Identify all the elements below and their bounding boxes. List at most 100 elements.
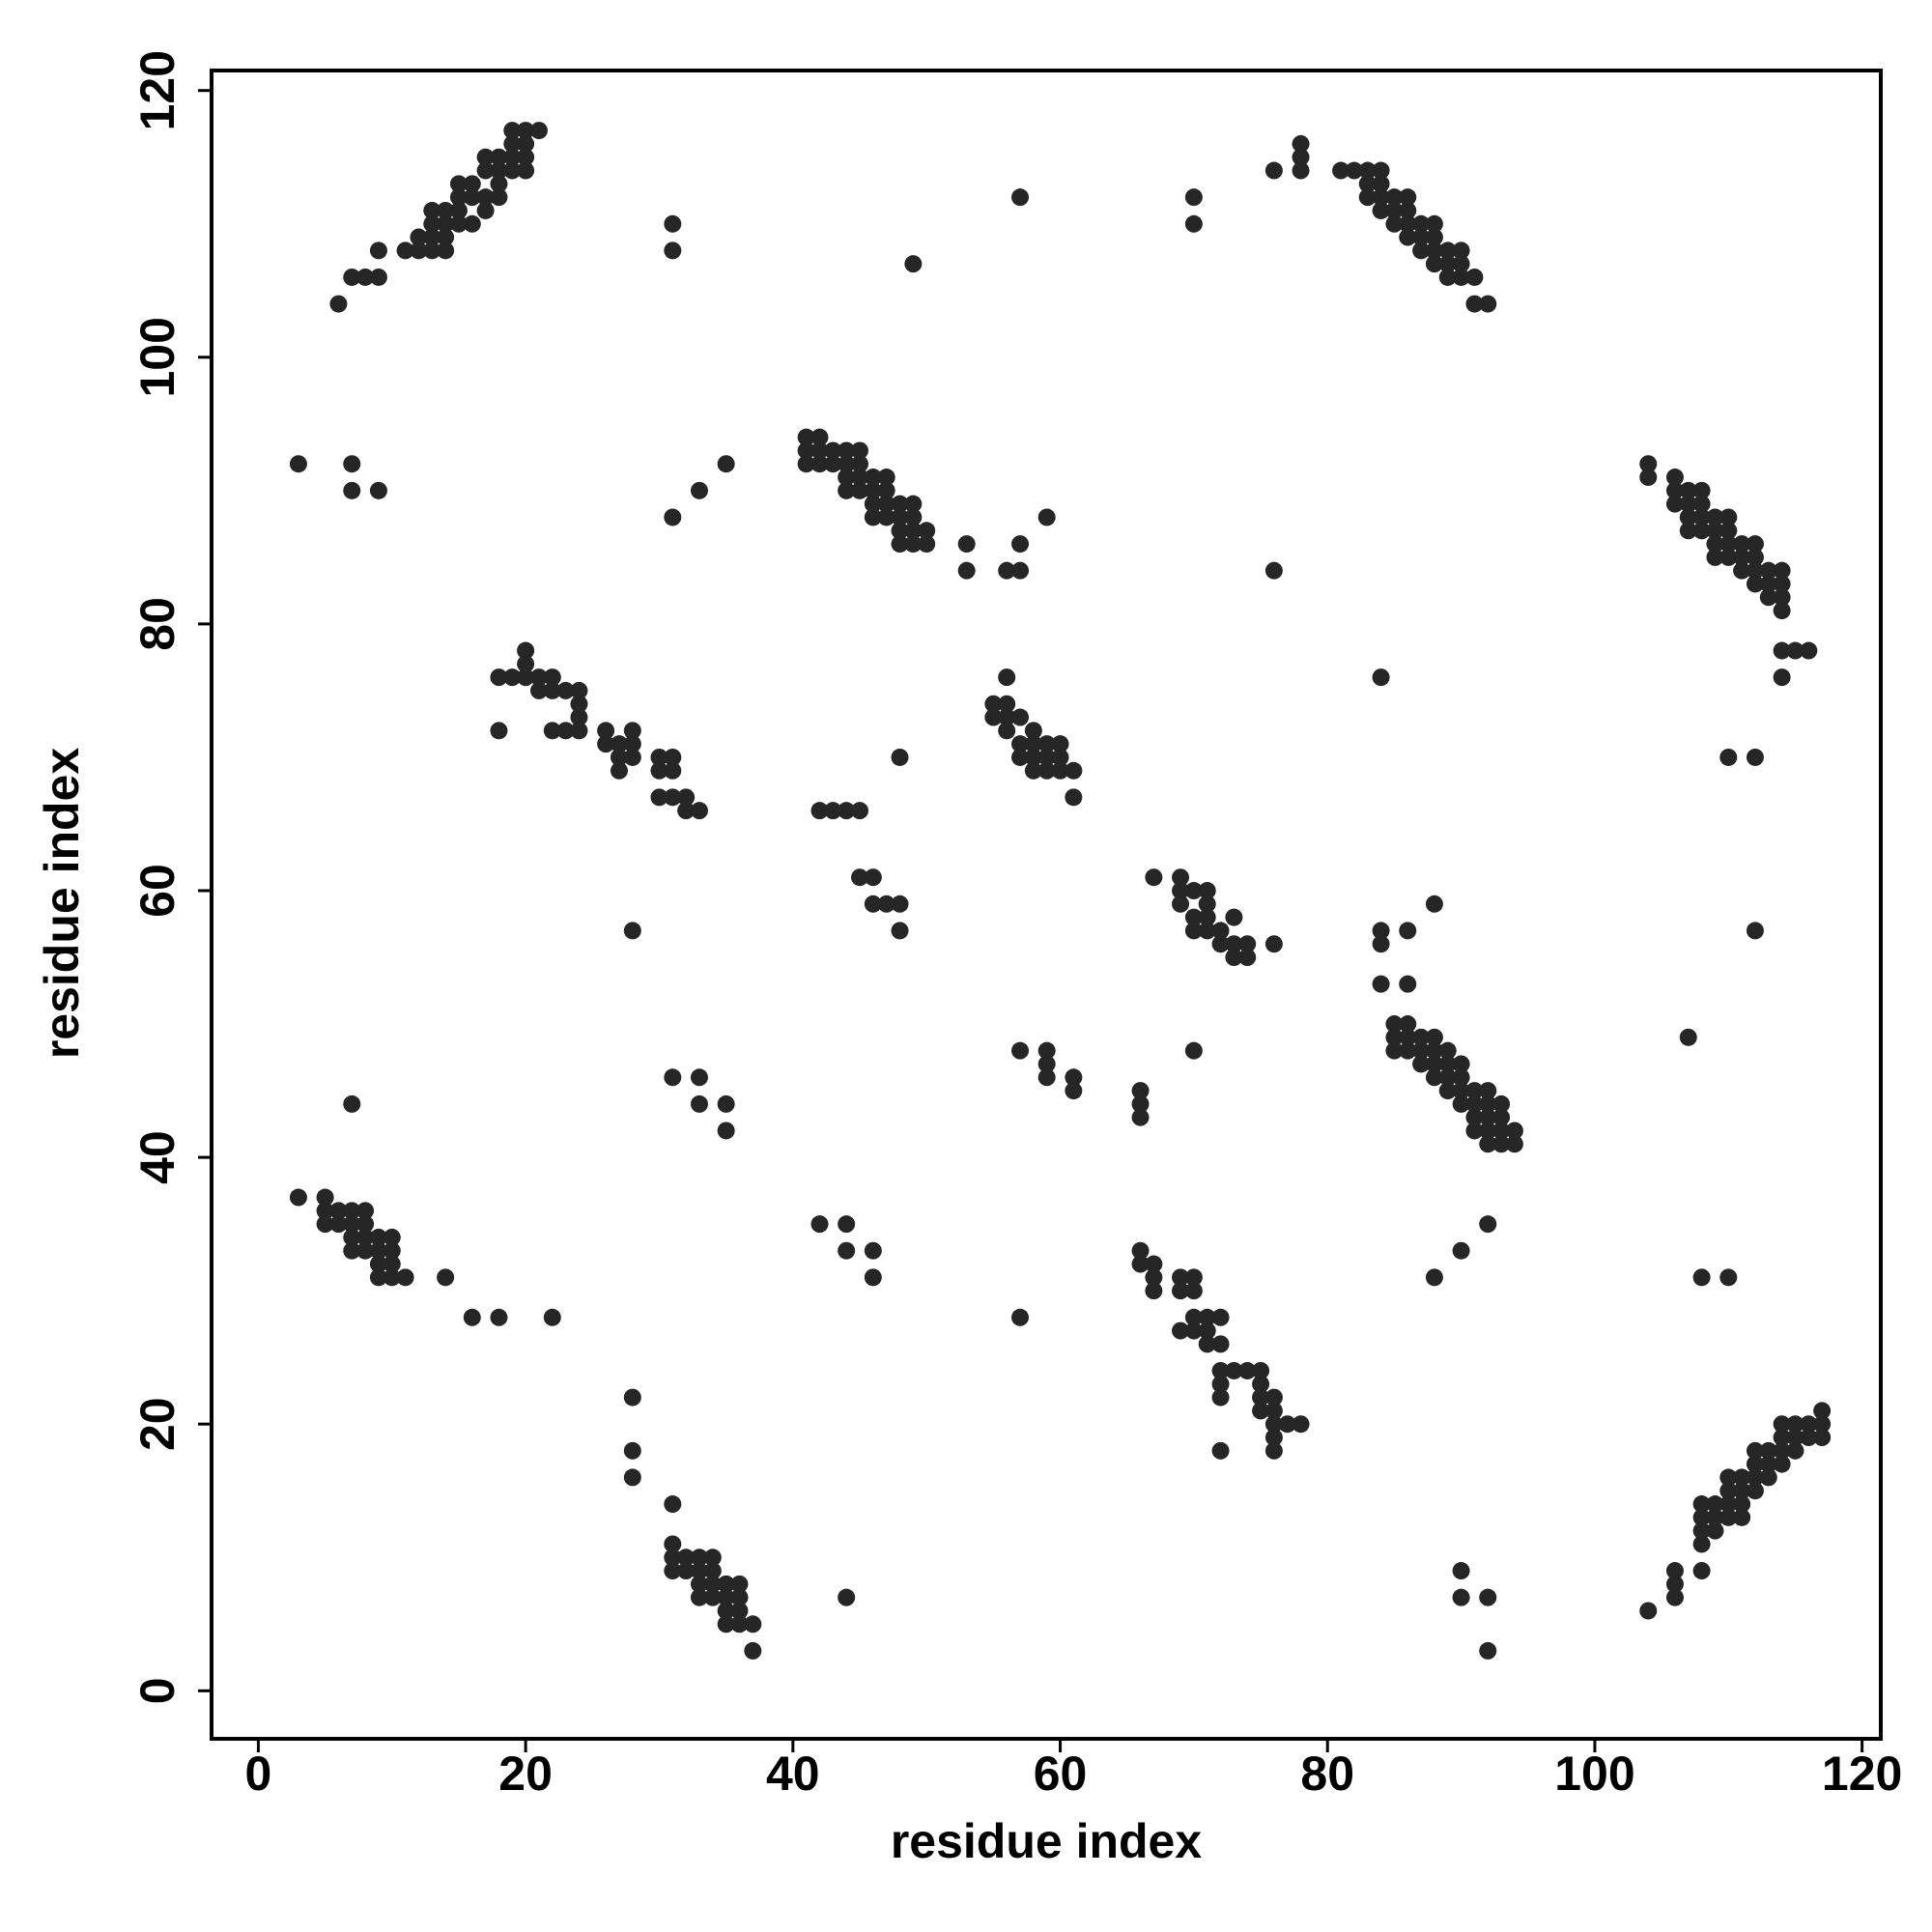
- point: [730, 1602, 749, 1620]
- point: [998, 668, 1016, 687]
- point: [1452, 1082, 1470, 1100]
- point: [1665, 1588, 1684, 1606]
- point: [1358, 175, 1377, 193]
- point: [610, 748, 628, 766]
- point: [529, 681, 548, 699]
- point: [1332, 161, 1350, 180]
- point: [998, 708, 1016, 726]
- point: [1706, 1508, 1724, 1526]
- point: [797, 428, 815, 446]
- point: [1238, 949, 1257, 967]
- point: [1211, 1388, 1230, 1406]
- point: [1465, 1082, 1484, 1100]
- point: [1037, 761, 1056, 780]
- point: [650, 748, 668, 766]
- point: [517, 122, 535, 140]
- point: [343, 455, 361, 473]
- point: [1065, 1082, 1083, 1100]
- point: [1492, 1108, 1511, 1126]
- point: [717, 1122, 735, 1140]
- point: [1037, 508, 1056, 526]
- point: [529, 122, 548, 140]
- point: [904, 495, 923, 513]
- point: [1438, 1068, 1457, 1087]
- point: [677, 1562, 696, 1580]
- point: [529, 668, 548, 687]
- point: [877, 469, 895, 487]
- point: [1692, 1535, 1711, 1553]
- point: [1692, 481, 1711, 499]
- point: [1786, 1415, 1804, 1434]
- point: [517, 655, 535, 673]
- point: [1746, 1482, 1764, 1500]
- point: [1372, 188, 1390, 207]
- point: [1800, 1429, 1818, 1447]
- point: [1011, 708, 1030, 726]
- point: [437, 242, 455, 260]
- point: [356, 1228, 375, 1246]
- point: [1465, 1108, 1484, 1126]
- point: [1425, 228, 1443, 246]
- point: [664, 1548, 682, 1567]
- point: [343, 1241, 361, 1260]
- point: [851, 868, 869, 887]
- point: [717, 1588, 735, 1606]
- point: [984, 708, 1003, 726]
- point: [423, 242, 441, 260]
- point: [410, 242, 428, 260]
- point: [476, 201, 495, 219]
- point: [1733, 561, 1751, 580]
- point: [1746, 561, 1764, 580]
- point: [703, 1548, 722, 1567]
- point: [1692, 522, 1711, 540]
- point: [703, 1575, 722, 1593]
- point: [329, 1215, 348, 1234]
- point: [664, 761, 682, 780]
- point: [1438, 255, 1457, 273]
- point: [1492, 1094, 1511, 1113]
- point: [1145, 1282, 1163, 1300]
- point: [490, 161, 508, 180]
- point: [1211, 1308, 1230, 1326]
- point: [1773, 1441, 1791, 1460]
- point: [1037, 1055, 1056, 1073]
- point: [1719, 1482, 1738, 1500]
- point: [517, 668, 535, 687]
- point: [1037, 748, 1056, 766]
- point: [1665, 481, 1684, 499]
- point: [1399, 922, 1417, 940]
- point: [918, 535, 936, 554]
- point: [623, 1388, 641, 1406]
- point: [1037, 1068, 1056, 1087]
- point: [1372, 935, 1390, 953]
- point: [623, 748, 641, 766]
- point: [1399, 975, 1417, 993]
- point: [1719, 535, 1738, 554]
- point: [904, 508, 923, 526]
- point: [664, 242, 682, 260]
- point: [383, 1268, 401, 1287]
- point: [891, 495, 909, 513]
- point: [1479, 1588, 1497, 1606]
- point: [957, 561, 976, 580]
- plot-frame: [210, 69, 1883, 1741]
- point: [449, 201, 468, 219]
- point: [437, 228, 455, 246]
- point: [1452, 268, 1470, 286]
- point: [1385, 214, 1404, 233]
- point: [717, 1602, 735, 1620]
- point: [1425, 1028, 1443, 1046]
- point: [503, 668, 522, 687]
- point: [1786, 1441, 1804, 1460]
- point: [1184, 922, 1203, 940]
- point: [1198, 922, 1216, 940]
- point: [904, 522, 923, 540]
- point: [476, 161, 495, 180]
- point: [1011, 561, 1030, 580]
- point: [383, 1241, 401, 1260]
- point: [1278, 1415, 1296, 1434]
- point: [1051, 735, 1069, 753]
- point: [1746, 748, 1764, 766]
- point: [891, 535, 909, 554]
- point: [1184, 1268, 1203, 1287]
